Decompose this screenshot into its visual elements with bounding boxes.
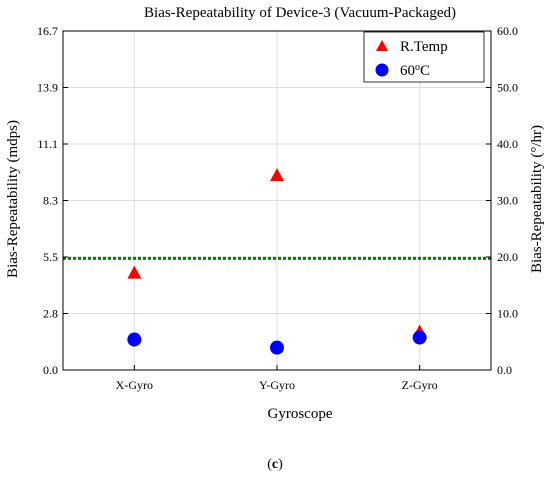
left-y-ticks: 0.0 2.8 5.5 8.3 11.1 13.9 16.7 — [37, 24, 68, 377]
right-y-axis-title: Bias-Repeatability (°/hr) — [529, 125, 545, 273]
legend-triangle-marker — [376, 40, 388, 51]
data-point-rtemp — [270, 168, 284, 182]
left-y-tick-label: 13.9 — [37, 81, 58, 95]
x-axis-title: Gyroscope — [268, 406, 333, 422]
x-ticks: X-Gyro Y-Gyro Z-Gyro — [116, 365, 438, 392]
legend-label-rtemp: R.Temp — [400, 39, 448, 55]
right-y-tick-label: 20.0 — [497, 250, 518, 264]
right-y-tick-label: 10.0 — [497, 307, 518, 321]
chart-title: Bias-Repeatability of Device-3 (Vacuum-P… — [144, 5, 456, 21]
legend: R.Temp 60oC — [363, 31, 485, 83]
left-y-tick-label: 11.1 — [37, 137, 58, 151]
x-tick-label: Y-Gyro — [259, 378, 295, 392]
x-tick-label: X-Gyro — [116, 378, 153, 392]
right-y-tick-label: 50.0 — [497, 81, 518, 95]
data-point-60c — [270, 340, 284, 355]
data-marks — [127, 168, 427, 355]
left-y-tick-label: 2.8 — [43, 307, 58, 321]
right-y-ticks: 0.0 10.0 20.0 30.0 40.0 50.0 60.0 — [486, 24, 518, 377]
left-y-tick-label: 16.7 — [37, 24, 58, 38]
right-y-tick-label: 0.0 — [497, 363, 512, 377]
x-tick-label: Z-Gyro — [402, 378, 438, 392]
right-y-tick-label: 40.0 — [497, 137, 518, 151]
legend-circle-marker — [375, 63, 389, 77]
left-y-tick-label: 8.3 — [43, 194, 58, 208]
left-y-axis-title: Bias-Repeatability (mdps) — [5, 120, 21, 278]
panel-label: (c) — [267, 457, 283, 472]
right-y-tick-label: 30.0 — [497, 194, 518, 208]
right-y-tick-label: 60.0 — [497, 24, 518, 38]
left-y-tick-label: 5.5 — [43, 250, 58, 264]
legend-label-60c: 60oC — [400, 62, 430, 80]
data-point-rtemp — [127, 265, 142, 279]
data-point-60c — [127, 332, 142, 347]
left-y-tick-label: 0.0 — [43, 363, 58, 377]
data-point-60c — [412, 330, 427, 345]
